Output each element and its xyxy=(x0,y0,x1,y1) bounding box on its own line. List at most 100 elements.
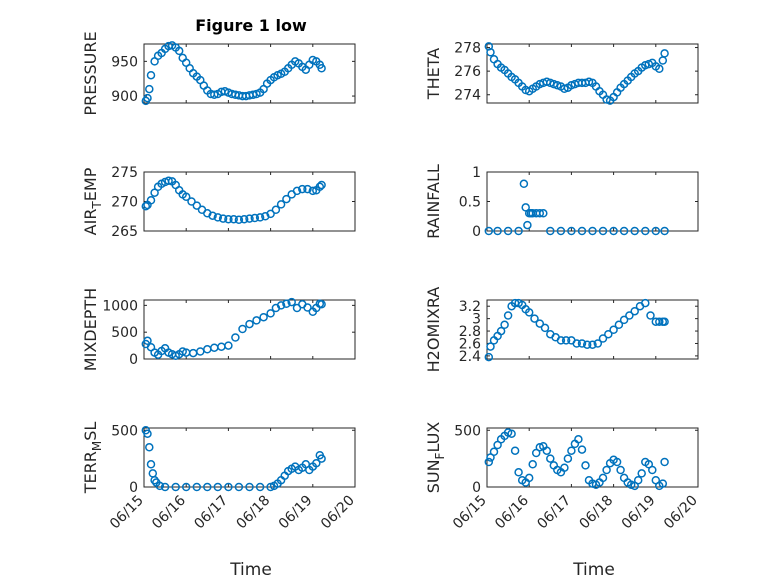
data-point xyxy=(577,339,587,348)
data-point xyxy=(556,226,566,236)
data-point xyxy=(651,226,661,236)
data-point xyxy=(519,179,529,189)
data-point xyxy=(317,454,326,463)
data-point xyxy=(598,334,608,343)
data-point xyxy=(224,482,233,492)
data-point xyxy=(535,209,545,218)
data-point xyxy=(234,482,244,492)
data-point xyxy=(315,182,325,192)
data-point xyxy=(660,317,669,326)
y-tick-label: 270 xyxy=(111,195,138,211)
axes-theta: 274 276 278 THETA xyxy=(424,41,699,105)
data-point xyxy=(630,306,639,316)
data-point xyxy=(187,197,196,206)
y-axis-label: MIXDEPTH xyxy=(81,288,100,371)
data-point xyxy=(143,93,152,103)
data-point xyxy=(303,184,312,194)
y-axis-label: AIRTEMP xyxy=(81,167,104,235)
data-point xyxy=(523,220,532,230)
axes-frame xyxy=(143,299,356,360)
y-tick-label: 276 xyxy=(454,64,481,80)
y-tick-label: 265 xyxy=(111,224,138,240)
data-point xyxy=(660,49,669,58)
x-tick-label: 06/19 xyxy=(619,493,659,533)
data-point xyxy=(317,180,326,190)
x-axis-label-left: Time xyxy=(229,560,272,580)
y-tick-label: 275 xyxy=(111,165,138,181)
data-point xyxy=(540,323,550,333)
data-point xyxy=(655,64,664,74)
data-point xyxy=(266,309,275,318)
axes-frame xyxy=(486,299,699,360)
data-point xyxy=(250,213,260,223)
y-tick-label: 500 xyxy=(454,423,481,439)
data-point xyxy=(503,226,513,236)
data-point xyxy=(553,81,562,90)
data-point xyxy=(308,186,318,196)
data-point xyxy=(146,70,156,80)
data-point xyxy=(484,457,494,467)
data-point xyxy=(174,46,184,56)
axes-h2omixra: 2.42.62.833.2 H2OMIXRA xyxy=(424,287,699,372)
axes-terr-msl: 0 500 06/15 06/16 06/17 06/18 06/19 06/20 TERRMS… xyxy=(81,422,358,533)
data-point xyxy=(181,482,191,492)
data-point xyxy=(160,482,170,492)
data-point xyxy=(298,184,307,194)
x-tick-label: 06/16 xyxy=(492,492,532,532)
data-point xyxy=(648,465,657,475)
data-point xyxy=(255,482,265,492)
y-tick-label: 0 xyxy=(472,224,481,240)
data-point xyxy=(598,226,608,236)
data-point xyxy=(535,319,545,328)
data-point xyxy=(231,333,240,342)
axes-frame xyxy=(486,43,699,104)
data-point xyxy=(524,308,534,317)
data-point xyxy=(604,329,613,339)
data-point xyxy=(145,443,154,452)
data-point xyxy=(203,482,212,492)
data-point xyxy=(218,214,228,223)
data-point xyxy=(574,435,583,444)
data-point xyxy=(239,214,249,224)
data-point xyxy=(646,311,655,320)
data-point xyxy=(486,48,495,57)
data-point xyxy=(224,214,233,224)
data-point xyxy=(282,194,291,204)
y-tick-label: 0.5 xyxy=(459,195,481,211)
x-tick-label: 06/17 xyxy=(534,493,574,533)
data-point xyxy=(276,301,286,310)
data-point xyxy=(234,215,244,225)
data-point xyxy=(484,352,494,362)
y-tick-label: 500 xyxy=(111,325,138,341)
data-point xyxy=(208,211,217,220)
data-point xyxy=(581,461,590,470)
data-point xyxy=(593,339,603,348)
y-tick-label: 2.6 xyxy=(459,336,481,352)
data-point xyxy=(312,458,321,468)
data-point xyxy=(245,319,254,329)
axes-frame xyxy=(143,427,356,488)
figure-title: Figure 1 low xyxy=(195,16,307,35)
data-point xyxy=(507,429,516,438)
x-tick-label: 06/19 xyxy=(276,493,316,533)
data-point xyxy=(292,186,302,196)
data-point xyxy=(317,300,326,309)
data-point xyxy=(287,297,296,307)
data-point xyxy=(496,326,506,336)
data-point xyxy=(252,316,261,325)
y-tick-label: 274 xyxy=(454,88,481,104)
data-point xyxy=(282,299,291,309)
data-point xyxy=(164,176,173,186)
axes-air-temp: 265 270 275 AIRTEMP xyxy=(81,165,356,240)
data-point xyxy=(612,457,622,467)
data-point xyxy=(637,469,646,478)
data-point xyxy=(510,446,520,455)
data-point xyxy=(588,226,597,236)
data-point xyxy=(245,482,254,492)
data-point xyxy=(609,325,618,335)
data-point xyxy=(619,226,629,236)
x-tick-label: 06/18 xyxy=(234,493,274,533)
y-tick-label: 3 xyxy=(472,312,481,328)
data-point xyxy=(259,312,268,322)
data-point xyxy=(493,226,502,236)
